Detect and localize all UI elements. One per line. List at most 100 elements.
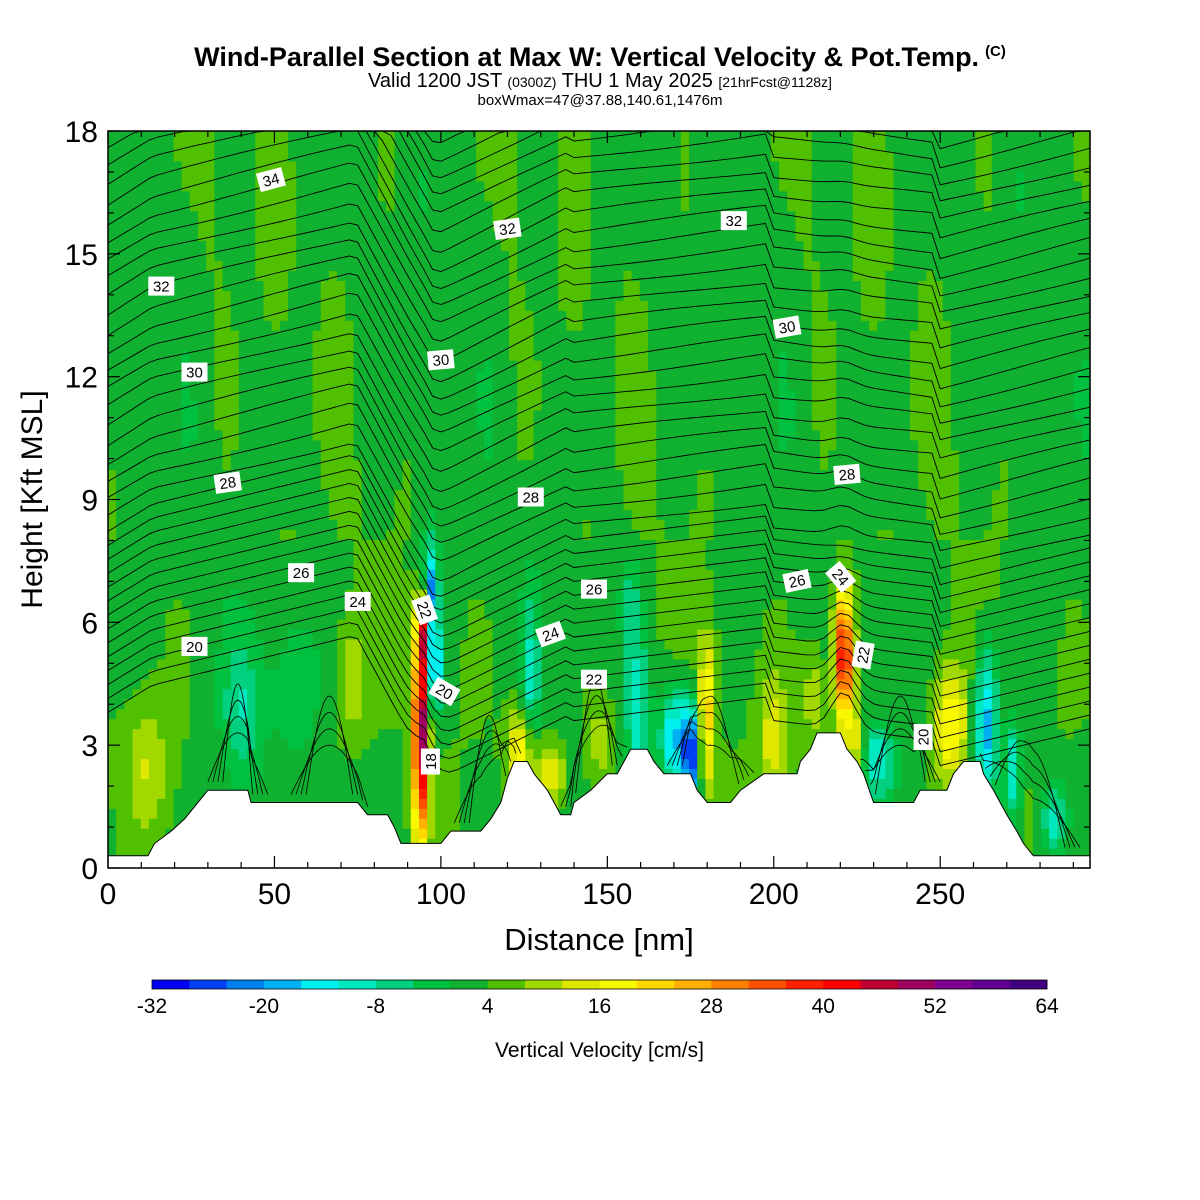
w-cell	[337, 419, 346, 431]
w-cell	[549, 300, 559, 311]
w-cell	[549, 310, 559, 321]
w-cell	[582, 499, 592, 511]
w-cell	[492, 270, 502, 281]
w-cell	[328, 379, 338, 391]
w-cell	[189, 131, 199, 142]
w-cell	[288, 509, 297, 521]
w-cell	[124, 738, 134, 750]
w-cell	[279, 320, 289, 331]
w-cell	[451, 748, 461, 760]
w-cell	[132, 738, 142, 750]
w-cell	[427, 340, 436, 351]
w-cell	[599, 489, 608, 501]
w-cell	[394, 270, 404, 281]
w-cell	[353, 140, 363, 152]
w-cell	[615, 539, 625, 550]
w-cell	[320, 738, 330, 750]
w-cell	[320, 589, 330, 600]
w-cell	[263, 131, 273, 142]
w-cell	[648, 688, 657, 700]
w-cell	[279, 738, 289, 750]
w-cell	[304, 539, 314, 550]
w-cell	[296, 389, 305, 401]
w-cell	[189, 459, 199, 471]
w-cell	[337, 509, 346, 521]
w-cell	[533, 360, 543, 371]
w-cell	[427, 449, 436, 461]
w-cell	[361, 489, 371, 501]
w-cell	[648, 599, 657, 610]
w-cell	[599, 529, 608, 540]
w-cell	[320, 320, 330, 331]
w-cell	[394, 798, 404, 809]
w-cell	[279, 280, 289, 291]
w-cell	[435, 818, 445, 829]
w-cell	[476, 140, 486, 152]
w-cell	[500, 549, 510, 560]
w-cell	[639, 419, 649, 431]
w-cell	[443, 619, 453, 630]
w-cell	[271, 698, 281, 710]
w-cell	[623, 200, 633, 212]
w-cell	[173, 170, 183, 182]
w-cell	[345, 439, 355, 451]
w-cell	[656, 549, 666, 560]
w-cell	[574, 280, 584, 291]
w-cell	[279, 379, 289, 391]
w-cell	[508, 379, 518, 391]
w-cell	[132, 260, 142, 272]
w-cell	[574, 778, 584, 789]
w-cell	[427, 808, 436, 819]
w-cell	[255, 509, 265, 521]
w-cell	[484, 429, 494, 441]
w-cell	[476, 429, 486, 441]
w-cell	[181, 748, 191, 760]
w-cell	[435, 300, 445, 311]
w-cell	[369, 668, 379, 680]
w-cell	[140, 798, 150, 809]
w-cell	[263, 678, 273, 690]
w-cell	[607, 379, 616, 391]
w-cell	[615, 678, 625, 690]
w-cell	[165, 529, 175, 540]
w-cell	[148, 479, 158, 491]
w-cell	[124, 768, 134, 779]
w-cell	[140, 250, 150, 262]
w-cell	[566, 569, 576, 580]
w-cell	[181, 628, 191, 640]
w-cell	[402, 330, 412, 341]
w-cell	[558, 459, 567, 471]
w-cell	[255, 330, 265, 341]
w-cell	[206, 479, 215, 491]
w-cell	[607, 280, 616, 291]
w-cell	[214, 160, 224, 172]
w-cell	[222, 350, 232, 361]
w-cell	[165, 688, 175, 700]
w-cell	[198, 131, 207, 142]
w-cell	[337, 360, 346, 371]
w-cell	[361, 609, 371, 620]
w-cell	[558, 738, 567, 750]
w-cell	[361, 619, 371, 630]
w-cell	[296, 250, 305, 262]
w-cell	[288, 340, 297, 351]
w-cell	[484, 668, 494, 680]
w-cell	[328, 131, 338, 142]
w-cell	[500, 131, 510, 142]
w-cell	[500, 638, 510, 650]
w-cell	[296, 549, 305, 560]
w-cell	[435, 599, 445, 610]
w-cell	[263, 509, 273, 521]
w-cell	[108, 848, 117, 859]
w-cell	[427, 250, 436, 262]
w-cell	[337, 529, 346, 540]
w-cell	[206, 190, 215, 202]
w-cell	[418, 619, 428, 630]
w-cell	[230, 648, 240, 660]
w-cell	[492, 788, 502, 799]
w-cell	[165, 808, 175, 819]
w-cell	[288, 489, 297, 501]
w-cell	[279, 220, 289, 232]
w-cell	[108, 290, 117, 301]
w-cell	[549, 718, 559, 730]
